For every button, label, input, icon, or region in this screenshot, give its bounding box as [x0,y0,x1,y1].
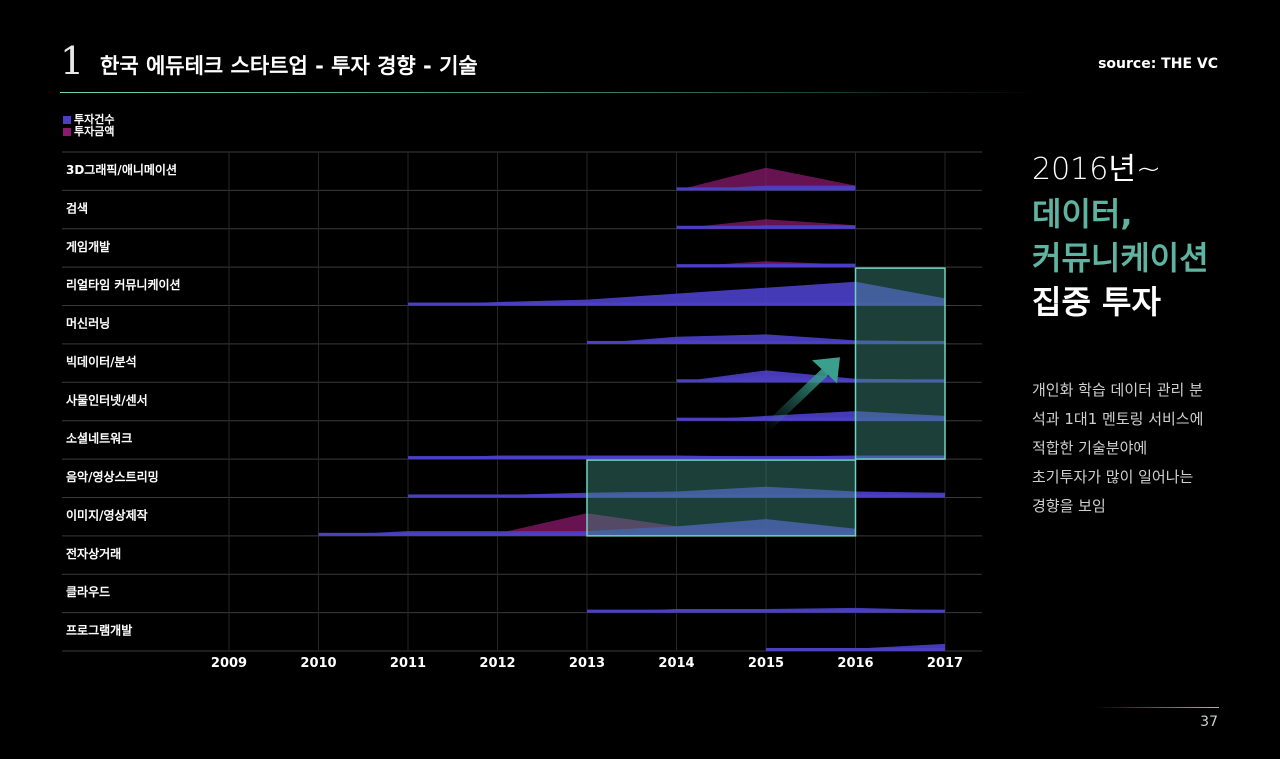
x-tick-label: 2017 [927,656,963,671]
count-baseline [587,340,945,344]
trend-arrow-icon [812,357,840,384]
row-label: 프로그램개발 [66,623,132,638]
row-label: 이미지/영상제작 [66,507,148,522]
row-label: 소셜네트워크 [66,431,132,446]
count-area [229,281,945,306]
row-label: 게임개발 [66,239,110,254]
amount-area [229,167,856,191]
slide-title: 한국 에듀테크 스타트업 - 투자 경향 - 기술 [100,54,478,78]
row-label: 음악/영상스트리밍 [66,469,159,484]
description-line: 석과 1대1 멘토링 서비스에 [1032,410,1204,428]
x-tick-label: 2010 [300,656,336,671]
count-baseline [587,609,945,613]
highlight-headline: 2016년~ 데이터, 커뮤니케이션 집중 투자 [1032,148,1209,324]
x-tick-label: 2011 [390,656,426,671]
legend-item-amount: 투자금액 [63,126,114,138]
count-area [229,519,856,536]
count-baseline [408,456,945,460]
row-label: 검색 [66,200,88,215]
count-baseline [676,264,856,268]
highlight-line-focus: 집중 투자 [1032,283,1161,321]
description-line: 경향을 보임 [1032,497,1106,515]
count-baseline [676,417,945,421]
highlight-line-data: 데이터, [1032,195,1133,233]
count-baseline [408,494,945,498]
highlight-box [854,267,946,460]
description-line: 초기투자가 많이 일어나는 [1032,468,1194,486]
legend-swatch-amount [63,128,71,136]
legend-item-count: 투자건수 [63,114,114,126]
count-baseline [676,225,856,229]
x-tick-label: 2014 [658,656,694,671]
row-label: 전자상거래 [66,546,121,561]
footer-divider [1095,707,1219,708]
count-baseline [766,648,945,651]
x-tick-label: 2016 [837,656,873,671]
slide-number: 1 [60,39,85,83]
legend-label-count: 투자건수 [74,113,115,126]
highlight-line-communication: 커뮤니케이션 [1032,239,1209,277]
legend-label-amount: 투자금액 [74,125,115,138]
legend-swatch-count [63,116,71,124]
chart-grid [62,151,982,652]
row-label: 클라우드 [66,584,110,599]
count-baseline [676,187,856,191]
page-number: 37 [1200,714,1218,730]
row-label: 리얼타임 커뮤니케이션 [66,277,181,292]
row-label: 빅데이터/분석 [66,354,137,369]
row-label: 3D그래픽/애니메이션 [66,162,177,177]
header-divider [60,92,1040,93]
x-tick-label: 2015 [748,656,784,671]
highlight-box [586,459,857,537]
chart-legend: 투자건수 투자금액 [63,114,114,138]
chart-highlights [586,267,946,537]
description-line: 적합한 기술분야에 [1032,439,1148,457]
x-tick-label: 2009 [211,656,247,671]
trend-arrow-shaft [762,363,834,432]
x-tick-label: 2013 [569,656,605,671]
count-baseline [408,302,945,306]
description-line: 개인화 학습 데이터 관리 분 [1032,381,1203,399]
source-label: source: THE VC [1098,56,1218,72]
row-label: 사물인터넷/센서 [66,392,148,407]
row-label: 머신러닝 [66,316,110,331]
x-tick-label: 2012 [479,656,515,671]
highlight-line-period: 2016년~ [1032,152,1162,187]
